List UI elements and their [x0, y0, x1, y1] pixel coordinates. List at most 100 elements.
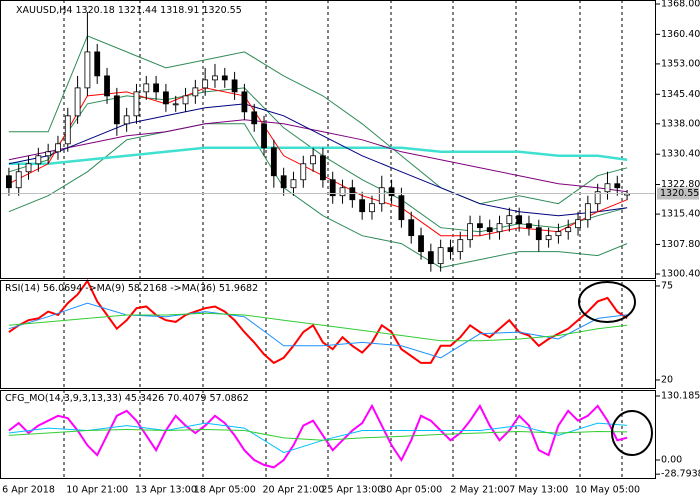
candle-body [123, 115, 130, 125]
candle-body [310, 155, 316, 165]
candle-body [320, 155, 326, 181]
candle-body [35, 155, 42, 165]
candle-body [113, 95, 120, 125]
ma-value: 51.9682 [219, 283, 258, 294]
candle-body [64, 115, 71, 145]
x-tick-label: 10 Apr 21:00 [66, 485, 128, 496]
candle-body [55, 143, 61, 153]
candle-body [398, 195, 405, 221]
candle-body [6, 175, 12, 189]
rsi-header: RSI(14) 56.0694 ->MA(9) 58.2168 ->MA(36)… [5, 283, 258, 294]
candle-body [477, 223, 483, 229]
candle-body [45, 151, 52, 157]
candle-body [143, 83, 150, 93]
y-tick-label: 1322.80 [661, 179, 700, 190]
x-tick-label: 6 Apr 2018 [2, 485, 55, 496]
indicator-line [8, 278, 628, 365]
y-tick-label: 1307.80 [661, 239, 700, 250]
y-tick-label: -28.7938 [661, 469, 700, 480]
y-tick-label: 1368.00 [661, 0, 700, 9]
candle-body [496, 223, 503, 233]
candle-body [94, 51, 101, 77]
x-tick-label: 25 Apr 13:00 [321, 485, 383, 496]
indicator-line [8, 119, 628, 193]
candle-body [153, 83, 159, 93]
y-tick-label: 1360.40 [661, 29, 700, 40]
candle-body [221, 75, 228, 81]
cfg-value: 45.3426 [125, 393, 164, 404]
candle-body [526, 223, 532, 229]
rsi-title: RSI(14) [5, 283, 40, 294]
candle-body [427, 251, 434, 265]
indicator-line [8, 103, 628, 217]
main-header: XAUUSD,H4 1320.18 1321.44 1318.91 1320.5… [16, 5, 242, 16]
main-panel-frame [0, 0, 656, 279]
y-tick-label: 0.00 [661, 455, 682, 466]
highlight-ellipse [578, 281, 636, 323]
candle-body [261, 123, 267, 149]
candle-body [212, 75, 218, 81]
plot [0, 11, 656, 469]
candle-body [231, 79, 238, 93]
candle-body [182, 95, 189, 105]
cfg-value: 57.0862 [209, 393, 248, 404]
x-tick-label: 13 Apr 13:00 [135, 485, 197, 496]
y-tick-label: 1300.40 [661, 269, 700, 280]
candle-body [467, 223, 473, 241]
candle-body [604, 183, 611, 193]
candle-body [555, 231, 562, 237]
y-tick-label: 20 [661, 374, 673, 385]
candle-body [202, 79, 209, 89]
candle-body [270, 147, 277, 177]
candle-body [575, 219, 581, 229]
candle-body [192, 87, 199, 97]
x-tick-label: 20 Apr 21:00 [262, 485, 324, 496]
indicator-line [8, 312, 628, 342]
candle-body [280, 175, 287, 189]
y-tick-label: 75 [661, 280, 673, 291]
cfg-title: CFG_MO(14,3,9,3,13,33) [5, 393, 122, 404]
indicator-line [8, 123, 628, 269]
indicator-line [8, 403, 628, 469]
candle-body [339, 187, 346, 197]
candle-body [251, 111, 258, 125]
candle-body [290, 179, 297, 189]
cfg-panel-frame [0, 390, 656, 479]
candle-body [163, 91, 169, 105]
x-tick-label: 10 May 05:00 [575, 485, 640, 496]
y-tick-label: 1338.00 [661, 118, 700, 129]
ma-value: 58.2168 [128, 283, 167, 294]
candle-body [437, 247, 444, 265]
high: 1321.44 [118, 5, 157, 16]
candle-body [104, 75, 110, 97]
open: 1320.18 [76, 5, 115, 16]
y-tick-label: 1353.00 [661, 58, 700, 69]
last-price-box [657, 187, 699, 200]
candle-body [594, 191, 601, 205]
candle-body [506, 215, 513, 225]
candle-body [614, 183, 621, 189]
candle-body [457, 239, 464, 253]
cfg-value: 70.4079 [167, 393, 206, 404]
last-price-label: 1320.55 [660, 188, 699, 199]
candle-body [565, 227, 572, 233]
highlight-ellipse [611, 410, 653, 456]
x-tick-label: 30 Apr 05:00 [380, 485, 442, 496]
ma-label: ->MA(36) [170, 283, 216, 294]
candle-body [241, 91, 248, 113]
candle-body [84, 51, 91, 89]
candle-body [408, 219, 415, 237]
candle-body [15, 171, 22, 189]
candle-body [378, 187, 385, 205]
candle-body [329, 179, 336, 197]
candle-body [133, 91, 140, 117]
candle-body [584, 203, 591, 221]
candle-body [300, 163, 307, 181]
rsi-value: 56.0694 [43, 283, 82, 294]
y-tick-label: 1330.40 [661, 149, 700, 160]
candle-body [74, 87, 81, 117]
candle-body [172, 103, 179, 106]
candle-body [545, 235, 552, 241]
